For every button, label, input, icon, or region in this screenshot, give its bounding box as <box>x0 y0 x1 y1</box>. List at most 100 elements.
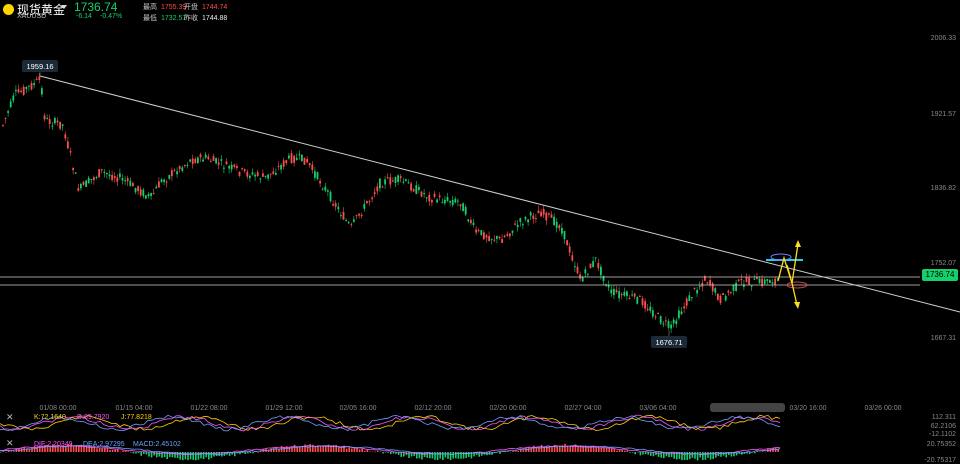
macd-bar <box>361 448 363 452</box>
candle-body <box>483 232 485 240</box>
macd-bar <box>317 445 319 452</box>
dropdown-caret-icon[interactable] <box>61 5 67 9</box>
candle-body <box>615 289 618 293</box>
candle-body <box>38 76 41 81</box>
macd-bar <box>462 452 465 459</box>
candle-body <box>618 291 620 299</box>
candle-body <box>477 230 480 232</box>
candle-body <box>316 172 319 180</box>
macd-bar <box>416 452 418 459</box>
price-axis-label: 2006.33 <box>931 35 956 42</box>
macd-bar <box>473 452 475 457</box>
macd-bar <box>639 452 642 456</box>
macd-bar <box>449 452 452 461</box>
macd-bar <box>91 447 93 452</box>
candle-body <box>165 181 168 183</box>
candle-body <box>360 214 363 216</box>
macd-bar <box>192 452 194 460</box>
date-scrollbar-thumb[interactable] <box>710 403 785 412</box>
macd-bar <box>512 451 514 452</box>
candle-body <box>490 238 493 240</box>
price-axis-label: 1836.82 <box>931 185 956 192</box>
candle-body <box>771 282 774 284</box>
candle-body <box>376 186 379 192</box>
macd-bar <box>197 452 200 460</box>
macd-bar <box>286 446 288 452</box>
candle-body <box>95 176 98 178</box>
macd-bar <box>444 452 447 458</box>
macd-bar <box>611 448 613 452</box>
macd-bar <box>447 452 449 459</box>
macd-bar <box>585 445 587 452</box>
close-icon[interactable]: ✕ <box>6 438 14 448</box>
macd-bar <box>572 445 574 452</box>
macd-bar <box>288 446 291 452</box>
macd-bar <box>634 452 636 455</box>
price-axis-label: 1921.57 <box>931 111 956 118</box>
candle-body <box>2 124 4 126</box>
price-change-pct: -0.47% <box>100 13 123 20</box>
candle-body <box>688 295 691 302</box>
candle-body <box>332 203 334 206</box>
kdj-axis-label: -12.1102 <box>929 431 956 438</box>
candle-body <box>194 158 197 164</box>
candle-body <box>384 179 386 185</box>
macd-bar <box>293 444 296 452</box>
candle-body <box>251 172 254 175</box>
candle-body <box>493 239 496 241</box>
macd-bar <box>548 446 551 452</box>
candle-body <box>498 236 501 239</box>
date-axis-label: 03/06 04:00 <box>640 405 677 412</box>
macd-bar <box>41 446 44 452</box>
candle-body <box>386 177 389 179</box>
candle-body <box>142 189 145 197</box>
candle-body <box>212 156 215 161</box>
macd-bar <box>582 445 584 452</box>
candle-body <box>210 160 212 162</box>
macd-bar <box>296 446 298 452</box>
macd-bar <box>93 445 96 452</box>
macd-bar <box>543 447 545 452</box>
candle-body <box>116 177 119 182</box>
candle-body <box>290 153 293 163</box>
trend-line[interactable] <box>39 75 960 313</box>
candle-body <box>438 195 441 198</box>
candle-body <box>774 278 776 285</box>
kdj-j-value: J:77.8218 <box>121 414 152 421</box>
candle-body <box>113 176 116 179</box>
macd-bar <box>707 452 709 458</box>
date-axis-label: 02/27 04:00 <box>565 405 602 412</box>
macd-bar <box>75 445 77 452</box>
candle-body <box>25 86 28 90</box>
candle-body <box>103 171 106 173</box>
blue-circle-annotation <box>770 253 792 261</box>
candle-body <box>124 180 126 182</box>
macd-bar <box>769 448 772 452</box>
macd-bar <box>249 452 252 454</box>
candle-body <box>392 180 394 182</box>
candle-body <box>613 288 615 296</box>
candle-body <box>743 284 745 287</box>
macd-bar <box>566 446 569 452</box>
macd-bar <box>335 444 337 452</box>
candle-body <box>33 83 35 86</box>
candle-body <box>659 316 662 324</box>
candle-body <box>100 169 103 171</box>
candle-body <box>587 273 589 275</box>
macd-bar <box>603 447 605 452</box>
macd-bar <box>746 452 748 454</box>
macd-bar <box>470 452 473 459</box>
macd-dea-value: DEA:2.97295 <box>83 441 125 448</box>
macd-bar <box>465 452 467 458</box>
candle-body <box>303 157 306 165</box>
macd-bar <box>421 452 423 460</box>
candle-body <box>324 186 327 191</box>
macd-bar <box>418 452 421 459</box>
macd-bar <box>439 452 441 459</box>
candle-body <box>527 219 529 223</box>
symbol-name[interactable]: 现货黄金 <box>17 3 66 17</box>
candle-body <box>535 218 537 220</box>
close-icon[interactable]: ✕ <box>6 412 14 422</box>
candle-body <box>602 275 605 282</box>
